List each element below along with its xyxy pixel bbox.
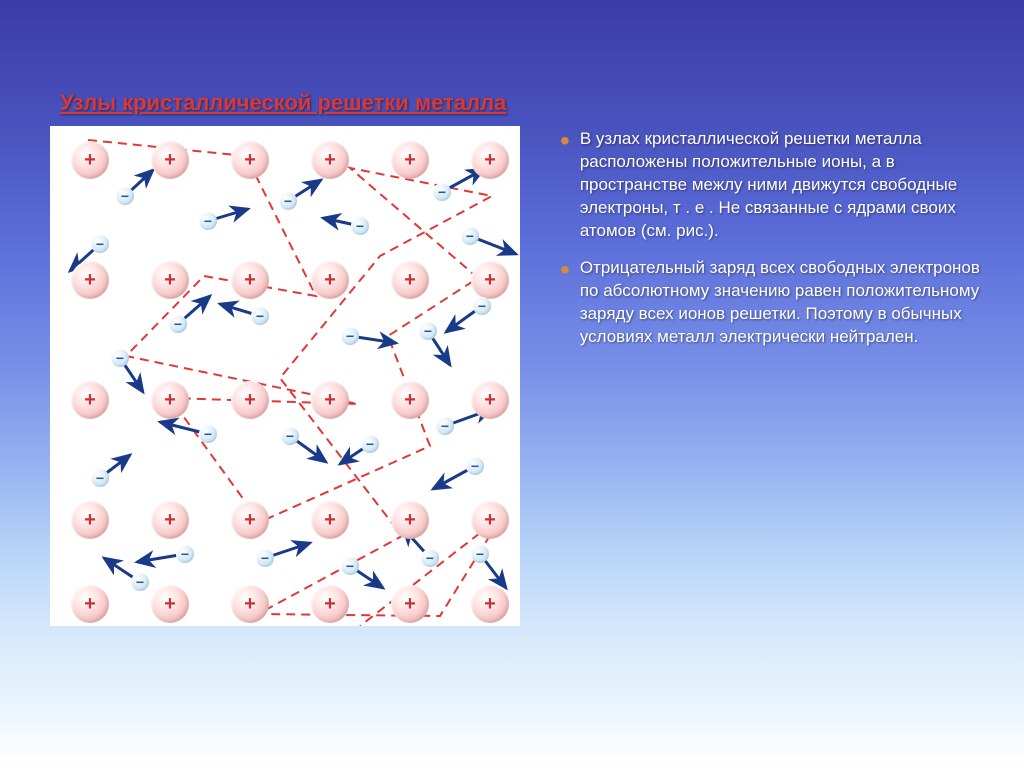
free-electron: − (169, 315, 187, 333)
bullet-dot-icon: • (560, 131, 570, 151)
free-electron: − (256, 549, 274, 567)
positive-ion: + (471, 501, 509, 539)
positive-ion: + (471, 261, 509, 299)
free-electron: − (279, 192, 297, 210)
positive-ion: + (151, 261, 189, 299)
free-electron: − (199, 212, 217, 230)
positive-ion: + (391, 141, 429, 179)
positive-ion: + (311, 261, 349, 299)
positive-ion: + (71, 501, 109, 539)
free-electron: − (176, 545, 194, 563)
positive-ion: + (231, 585, 269, 623)
positive-ion: + (391, 261, 429, 299)
free-electron: − (91, 235, 109, 253)
free-electron: − (466, 457, 484, 475)
slide: Узлы кристаллической решетки металла + + +… (0, 0, 1024, 768)
positive-ion: + (311, 141, 349, 179)
free-electron: − (421, 549, 439, 567)
free-electron: − (419, 322, 437, 340)
bullet-2-text: Отрицательный заряд всех свободных элект… (580, 257, 980, 349)
free-electron: − (199, 425, 217, 443)
positive-ion: + (231, 141, 269, 179)
free-electron: − (111, 349, 129, 367)
free-electron: − (131, 573, 149, 591)
title-text: Узлы кристаллической решетки металла (60, 90, 506, 115)
text-area: • В узлах кристаллической решетки металл… (560, 128, 980, 362)
free-electron: − (116, 187, 134, 205)
free-electron: − (361, 435, 379, 453)
positive-ion: + (311, 501, 349, 539)
positive-ion: + (311, 381, 349, 419)
positive-ion: + (391, 501, 429, 539)
positive-ion: + (471, 585, 509, 623)
free-electron: − (91, 469, 109, 487)
bullet-2: • Отрицательный заряд всех свободных эле… (560, 257, 980, 349)
positive-ion: + (231, 261, 269, 299)
free-electron: − (461, 227, 479, 245)
positive-ion: + (231, 501, 269, 539)
lattice-diagram: ++++++++++++++++++++++++++++++−−−−−−−−−−… (50, 126, 520, 626)
bullet-1-text: В узлах кристаллической решетки металла … (580, 128, 980, 243)
positive-ion: + (151, 381, 189, 419)
positive-ion: + (151, 141, 189, 179)
positive-ion: + (71, 261, 109, 299)
bullet-dot-icon: • (560, 260, 570, 280)
free-electron: − (341, 327, 359, 345)
positive-ion: + (151, 585, 189, 623)
positive-ion: + (71, 585, 109, 623)
positive-ion: + (71, 381, 109, 419)
positive-ion: + (311, 585, 349, 623)
slide-title: Узлы кристаллической решетки металла (60, 90, 506, 116)
free-electron: − (281, 427, 299, 445)
positive-ion: + (391, 381, 429, 419)
positive-ion: + (151, 501, 189, 539)
free-electron: − (351, 217, 369, 235)
free-electron: − (471, 545, 489, 563)
free-electron: − (341, 557, 359, 575)
positive-ion: + (231, 381, 269, 419)
free-electron: − (433, 183, 451, 201)
free-electron: − (251, 307, 269, 325)
positive-ion: + (471, 141, 509, 179)
bullet-1: • В узлах кристаллической решетки металл… (560, 128, 980, 243)
positive-ion: + (391, 585, 429, 623)
positive-ion: + (71, 141, 109, 179)
free-electron: − (473, 297, 491, 315)
positive-ion: + (471, 381, 509, 419)
free-electron: − (436, 417, 454, 435)
